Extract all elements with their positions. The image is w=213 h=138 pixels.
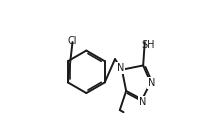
- Text: N: N: [148, 78, 155, 88]
- Text: N: N: [139, 97, 146, 107]
- Text: Cl: Cl: [68, 36, 77, 46]
- Text: N: N: [117, 63, 125, 73]
- Text: SH: SH: [142, 40, 155, 51]
